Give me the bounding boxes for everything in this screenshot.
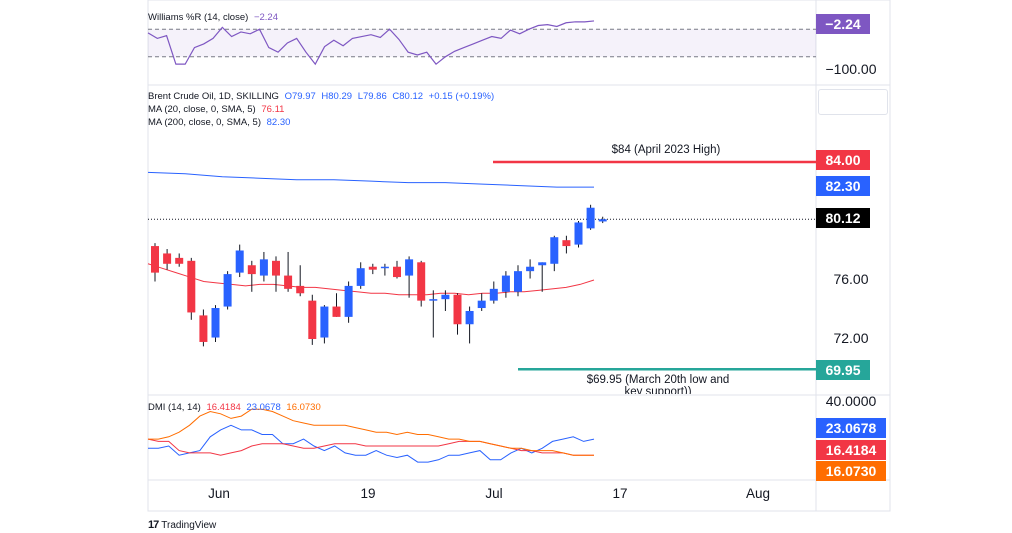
- level-84-badge: 84.00: [816, 150, 870, 170]
- dmi-title: DMI (14, 14): [148, 402, 201, 413]
- candle-body: [163, 253, 172, 264]
- x-label-19: 19: [360, 486, 376, 501]
- williams-r-line: [147, 20, 595, 66]
- candle-body: [187, 260, 196, 313]
- candle-body: [429, 299, 438, 301]
- williams-r-pane: [147, 20, 816, 66]
- plot-border: [147, 0, 891, 512]
- candle-body: [175, 257, 184, 264]
- candle-body: [259, 259, 268, 276]
- candle-body: [223, 274, 232, 307]
- candle-body: [272, 260, 280, 276]
- ohlc-high: H80.29: [321, 91, 353, 102]
- candle-body: [550, 237, 559, 264]
- x-label-jul: Jul: [485, 486, 503, 501]
- candle-body: [538, 262, 547, 266]
- ma20-legend: MA (20, close, 0, SMA, 5) 76.11: [148, 104, 284, 116]
- candle-body: [501, 275, 510, 292]
- candle-body: [284, 275, 293, 289]
- ma200-line: [147, 171, 594, 188]
- dmi-plus-badge: 23.0678: [816, 418, 886, 438]
- candle-body: [211, 308, 220, 338]
- ohlc-open: O79.97: [284, 91, 316, 102]
- price-tick-72: 72.00: [833, 330, 869, 346]
- x-label-aug: Aug: [745, 486, 771, 501]
- candle-body: [320, 306, 329, 338]
- dmi-value-2: 23.0678: [246, 402, 281, 413]
- price-tick-76: 76.00: [833, 271, 869, 287]
- candle-body: [356, 268, 365, 286]
- williams-r-legend: Williams %R (14, close) −2.24: [148, 12, 278, 24]
- ma200-badge: 82.30: [816, 176, 870, 196]
- ohlc-change: +0.15 (+0.19%): [428, 91, 495, 102]
- candle-body: [441, 294, 450, 300]
- candle-body: [526, 266, 535, 272]
- ma200-label: MA (200, close, 0, SMA, 5): [148, 117, 261, 128]
- dmi-pane: [147, 408, 595, 463]
- ma200-legend: MA (200, close, 0, SMA, 5) 82.30: [148, 117, 290, 129]
- dmi-minus-badge: 16.4184: [816, 440, 886, 460]
- dmi-legend: DMI (14, 14) 16.4184 23.0678 16.0730: [148, 402, 321, 414]
- x-label-17: 17: [612, 486, 628, 501]
- williams-r-band: [148, 29, 816, 57]
- tradingview-branding: 17 TradingView: [148, 519, 216, 531]
- adx-badge: 16.0730: [816, 461, 886, 481]
- dmi-value-1: 16.4184: [206, 402, 241, 413]
- dmi-line-1: [148, 424, 595, 463]
- dmi-tick-40: 40.0000: [825, 393, 877, 409]
- candle-body: [514, 271, 522, 292]
- chart-frame: [147, 0, 891, 512]
- candle-body: [296, 285, 305, 294]
- candle-body: [235, 250, 244, 273]
- candle-body: [562, 240, 571, 247]
- williams-r-badge: −2.24: [816, 14, 870, 34]
- dmi-line-2: [147, 438, 594, 456]
- candle-body: [405, 259, 414, 276]
- symbol-title: Brent Crude Oil, 1D, SKILLING: [148, 91, 279, 102]
- candle-body: [453, 294, 462, 325]
- level-84-note: $84 (April 2023 High): [611, 144, 721, 156]
- candle-body: [247, 265, 256, 275]
- candle-body: [417, 262, 426, 301]
- last-price-badge: 80.12: [816, 208, 870, 228]
- candle-body: [380, 266, 389, 269]
- x-label-jun: Jun: [208, 486, 230, 501]
- level-6995-badge: 69.95: [816, 360, 870, 380]
- ohlc-low: L79.86: [357, 91, 387, 102]
- williams-r-value: −2.24: [253, 12, 278, 23]
- level-6995-note: $69.95 (March 20th low and key support)): [586, 374, 730, 394]
- scale-settings-button[interactable]: [818, 89, 888, 115]
- candle-body: [344, 285, 353, 317]
- ma20-label: MA (20, close, 0, SMA, 5): [148, 104, 256, 115]
- candle-body: [308, 300, 317, 339]
- candle-body: [393, 266, 401, 278]
- dmi-line-3: [148, 408, 594, 456]
- williams-r-axis-label: −100.00: [825, 61, 877, 77]
- ma20-value: 76.11: [261, 104, 285, 115]
- candle-body: [199, 315, 208, 342]
- candle-body: [368, 266, 377, 270]
- williams-r-title: Williams %R (14, close): [148, 12, 249, 23]
- candle-body: [151, 246, 159, 273]
- candle-body: [489, 288, 498, 301]
- candle-body: [477, 300, 486, 309]
- price-legend: Brent Crude Oil, 1D, SKILLING O79.97 H80…: [148, 91, 494, 103]
- candle-body: [586, 207, 595, 229]
- candle-body: [465, 310, 474, 325]
- price-pane: [147, 160, 816, 371]
- tradingview-logo-icon: 17: [148, 519, 159, 531]
- candle-body: [332, 306, 341, 317]
- ma200-value: 82.30: [266, 117, 291, 128]
- dmi-value-3: 16.0730: [286, 402, 321, 413]
- candle-body: [598, 219, 607, 222]
- candle-body: [574, 222, 583, 245]
- tradingview-text: TradingView: [161, 519, 217, 531]
- ohlc-close: C80.12: [392, 91, 424, 102]
